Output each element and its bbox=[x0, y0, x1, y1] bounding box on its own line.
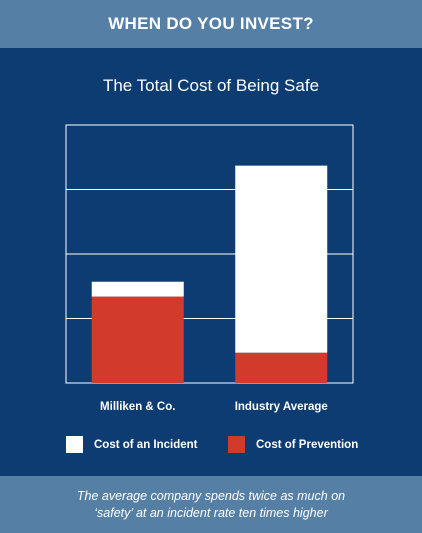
category-label: Industry Average bbox=[235, 401, 328, 413]
header-banner: WHEN DO YOU INVEST? bbox=[0, 0, 422, 48]
footer-banner: The average company spends twice as much… bbox=[0, 476, 422, 533]
plot-frame bbox=[65, 124, 354, 384]
legend-swatch-prevention bbox=[228, 436, 245, 453]
legend-item-incident: Cost of an Incident bbox=[66, 436, 198, 453]
footer-line-1: The average company spends twice as much… bbox=[76, 488, 346, 503]
header-title: WHEN DO YOU INVEST? bbox=[108, 14, 314, 33]
legend-item-prevention: Cost of Prevention bbox=[228, 436, 358, 453]
chart-title: The Total Cost of Being Safe bbox=[102, 76, 320, 95]
chart-legend: Cost of an Incident Cost of Prevention bbox=[0, 436, 422, 456]
bar-cost-of-an-incident-1 bbox=[235, 165, 328, 353]
legend-swatch-incident bbox=[66, 436, 83, 453]
category-label: Milliken & Co. bbox=[100, 401, 175, 413]
bar-cost-of-prevention-1 bbox=[235, 352, 328, 383]
stacked-bar-chart: Milliken & Co. Industry Average bbox=[65, 124, 354, 413]
legend-label-incident: Cost of an Incident bbox=[94, 438, 198, 451]
bar-cost-of-prevention-0 bbox=[91, 296, 184, 383]
legend-label-prevention: Cost of Prevention bbox=[256, 438, 359, 451]
footer-line-2: ‘safety’ at an incident rate ten times h… bbox=[94, 505, 328, 520]
bar-cost-of-an-incident-0 bbox=[91, 281, 184, 297]
